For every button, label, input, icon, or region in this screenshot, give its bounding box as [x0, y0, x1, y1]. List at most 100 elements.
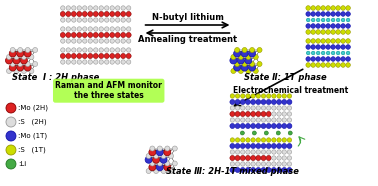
Circle shape: [234, 64, 241, 71]
Circle shape: [321, 6, 325, 10]
Circle shape: [17, 64, 24, 71]
Circle shape: [169, 153, 174, 158]
Circle shape: [266, 111, 271, 116]
Circle shape: [116, 6, 120, 10]
Circle shape: [105, 39, 109, 43]
Circle shape: [10, 47, 15, 52]
Circle shape: [230, 144, 235, 148]
Circle shape: [240, 144, 245, 148]
Circle shape: [93, 27, 98, 31]
Circle shape: [287, 168, 292, 172]
Circle shape: [235, 162, 240, 166]
Circle shape: [266, 124, 271, 129]
Circle shape: [230, 57, 237, 64]
Circle shape: [71, 6, 76, 10]
Circle shape: [256, 111, 261, 116]
Circle shape: [149, 149, 156, 156]
Circle shape: [321, 24, 325, 28]
Circle shape: [272, 138, 276, 142]
Circle shape: [246, 150, 250, 154]
Circle shape: [251, 144, 256, 148]
Circle shape: [266, 94, 271, 98]
Circle shape: [240, 111, 245, 116]
Circle shape: [82, 60, 87, 64]
Circle shape: [77, 27, 82, 31]
Circle shape: [336, 6, 341, 10]
Circle shape: [246, 94, 250, 98]
Circle shape: [6, 131, 16, 141]
Circle shape: [311, 30, 316, 34]
Circle shape: [126, 33, 131, 38]
Circle shape: [93, 48, 98, 52]
Circle shape: [246, 118, 250, 122]
Circle shape: [326, 6, 330, 10]
Circle shape: [82, 33, 87, 38]
Circle shape: [261, 138, 266, 142]
Circle shape: [346, 12, 350, 16]
Circle shape: [88, 18, 93, 22]
Circle shape: [240, 138, 245, 142]
Circle shape: [346, 45, 350, 49]
Circle shape: [272, 150, 276, 154]
Circle shape: [316, 18, 320, 22]
Circle shape: [307, 51, 310, 55]
Circle shape: [105, 27, 109, 31]
Circle shape: [33, 47, 38, 52]
Circle shape: [251, 94, 255, 98]
Circle shape: [127, 18, 131, 22]
Circle shape: [71, 12, 76, 17]
Circle shape: [266, 138, 271, 142]
Circle shape: [282, 106, 287, 110]
Circle shape: [9, 64, 16, 71]
Circle shape: [282, 168, 287, 172]
Circle shape: [316, 30, 321, 34]
Circle shape: [256, 138, 260, 142]
Circle shape: [321, 51, 325, 55]
Circle shape: [20, 57, 28, 64]
Circle shape: [245, 57, 252, 64]
Circle shape: [256, 106, 260, 110]
Circle shape: [156, 149, 163, 156]
Circle shape: [282, 156, 287, 160]
Circle shape: [60, 6, 65, 10]
Circle shape: [331, 63, 335, 67]
Circle shape: [240, 155, 245, 161]
Circle shape: [121, 39, 125, 43]
Circle shape: [240, 118, 245, 122]
Circle shape: [115, 12, 120, 17]
Circle shape: [240, 94, 245, 98]
Circle shape: [306, 30, 310, 34]
Circle shape: [66, 12, 71, 17]
Circle shape: [66, 54, 71, 59]
Circle shape: [230, 94, 235, 98]
Circle shape: [110, 48, 115, 52]
Text: :Li: :Li: [18, 161, 26, 167]
Circle shape: [277, 138, 281, 142]
Circle shape: [257, 62, 262, 67]
Circle shape: [287, 124, 292, 129]
Circle shape: [153, 156, 160, 163]
Circle shape: [321, 30, 325, 34]
Circle shape: [332, 18, 335, 22]
Circle shape: [242, 47, 247, 52]
Circle shape: [246, 68, 251, 73]
Circle shape: [326, 57, 330, 61]
Circle shape: [251, 106, 255, 110]
Circle shape: [121, 48, 125, 52]
Circle shape: [82, 39, 87, 43]
Circle shape: [249, 64, 256, 71]
Circle shape: [71, 60, 76, 64]
Circle shape: [266, 118, 271, 122]
Circle shape: [165, 146, 170, 151]
Circle shape: [66, 60, 71, 64]
Circle shape: [261, 111, 266, 116]
Circle shape: [99, 60, 104, 64]
Circle shape: [282, 100, 287, 105]
Circle shape: [71, 54, 76, 59]
Circle shape: [66, 18, 71, 22]
Circle shape: [164, 149, 171, 156]
Circle shape: [93, 33, 98, 38]
Circle shape: [282, 150, 287, 154]
Circle shape: [332, 51, 335, 55]
Circle shape: [241, 50, 248, 57]
